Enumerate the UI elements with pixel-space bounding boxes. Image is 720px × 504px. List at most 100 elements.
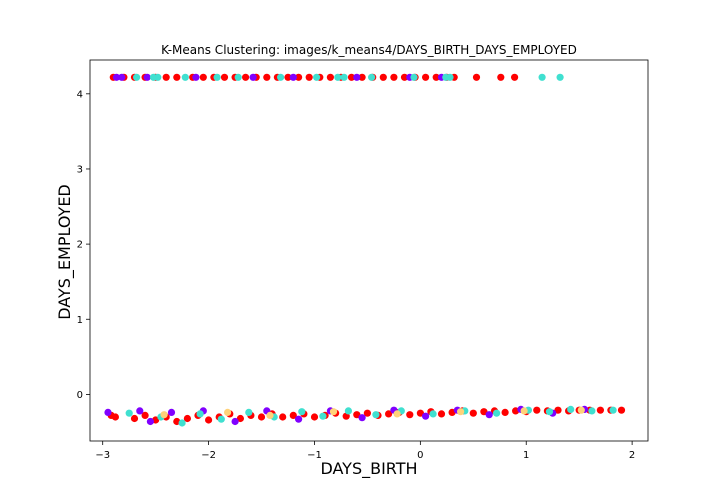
point-cluster-0 [310,413,319,421]
point-cluster-0 [497,73,505,81]
point-cluster-2 [133,73,141,81]
point-cluster-3 [160,411,168,419]
point-cluster-0 [173,73,181,81]
point-cluster-0 [289,411,297,419]
point-cluster-0 [257,413,266,421]
point-cluster-2 [245,408,253,416]
point-cluster-1 [136,407,144,415]
point-cluster-0 [379,73,387,81]
point-cluster-1 [146,417,154,426]
point-cluster-0 [533,406,541,414]
point-cluster-0 [363,409,371,417]
point-cluster-0 [416,409,424,417]
point-cluster-2 [368,73,376,81]
point-cluster-2 [446,73,454,81]
x-tick-label: −3 [95,450,110,461]
point-cluster-1 [249,73,257,81]
point-cluster-0 [596,406,605,414]
y-tick-label: 2 [77,240,83,251]
point-cluster-0 [422,73,430,81]
point-cluster-0 [236,414,244,423]
point-cluster-0 [437,410,446,418]
point-cluster-0 [242,73,250,81]
y-tick-label: 0 [77,390,83,401]
point-cluster-2 [556,73,564,81]
point-cluster-0 [326,73,334,81]
x-tick-label: 2 [629,450,635,461]
point-cluster-2 [344,407,352,415]
point-cluster-0 [284,73,292,81]
point-cluster-2 [217,415,225,423]
point-cluster-2 [545,408,554,416]
point-cluster-0 [472,73,481,81]
point-cluster-1 [231,417,239,426]
y-tick-label: 3 [77,164,83,175]
point-cluster-2 [125,409,133,417]
point-cluster-0 [183,414,191,423]
point-cluster-1 [295,415,303,423]
point-cluster-3 [329,408,338,416]
point-cluster-2 [429,410,437,418]
point-cluster-0 [205,416,213,424]
point-cluster-2 [313,73,321,81]
x-axis: −3 −2 −1 0 1 2 [95,441,635,461]
y-axis-label: DAYS_EMPLOYED [55,184,75,320]
chart-title: K-Means Clustering: images/k_means4/DAYS… [161,43,577,57]
point-cluster-2 [340,73,348,81]
point-cluster-2 [196,410,204,418]
point-cluster-0 [199,73,207,81]
points-layer [104,73,626,427]
point-cluster-3 [266,411,274,419]
point-cluster-2 [372,411,380,419]
point-cluster-3 [457,408,465,416]
point-cluster-1 [289,73,297,81]
point-cluster-1 [358,414,366,422]
x-tick-label: −2 [201,450,216,461]
point-cluster-2 [567,405,575,413]
point-cluster-2 [588,407,596,415]
point-cluster-2 [609,406,617,414]
point-cluster-0 [358,73,366,81]
point-cluster-2 [493,409,501,417]
point-cluster-0 [141,411,149,419]
point-cluster-1 [192,73,200,81]
point-cluster-0 [353,411,361,419]
point-cluster-2 [538,73,546,81]
y-tick-label: 1 [77,315,83,326]
y-axis: 0 1 2 3 4 [77,89,90,401]
x-tick-label: −1 [307,450,322,461]
point-cluster-0 [305,73,313,81]
point-cluster-0 [111,413,119,421]
point-cluster-0 [295,73,303,81]
y-tick-label: 4 [77,89,83,100]
point-cluster-2 [277,73,285,81]
point-cluster-2 [298,408,306,416]
point-cluster-1 [485,411,493,419]
point-cluster-0 [432,73,440,81]
point-cluster-1 [353,73,361,81]
point-cluster-1 [118,73,126,81]
x-tick-label: 0 [417,450,423,461]
point-cluster-3 [393,410,401,418]
point-cluster-3 [224,408,232,416]
point-cluster-1 [143,73,151,81]
point-cluster-0 [469,409,477,417]
point-cluster-0 [617,406,626,414]
point-cluster-2 [154,73,162,81]
point-cluster-0 [347,73,356,81]
point-cluster-2 [181,73,189,81]
x-tick-label: 1 [523,450,529,461]
point-cluster-0 [480,408,488,416]
point-cluster-2 [319,412,327,420]
point-cluster-0 [162,73,170,81]
point-cluster-0 [400,73,409,81]
point-cluster-0 [385,410,393,418]
point-cluster-2 [213,73,221,81]
point-cluster-1 [112,73,121,81]
point-cluster-2 [234,73,242,81]
point-cluster-2 [178,419,186,427]
point-cluster-0 [390,73,398,81]
point-cluster-0 [279,413,287,421]
point-cluster-2 [334,73,342,81]
